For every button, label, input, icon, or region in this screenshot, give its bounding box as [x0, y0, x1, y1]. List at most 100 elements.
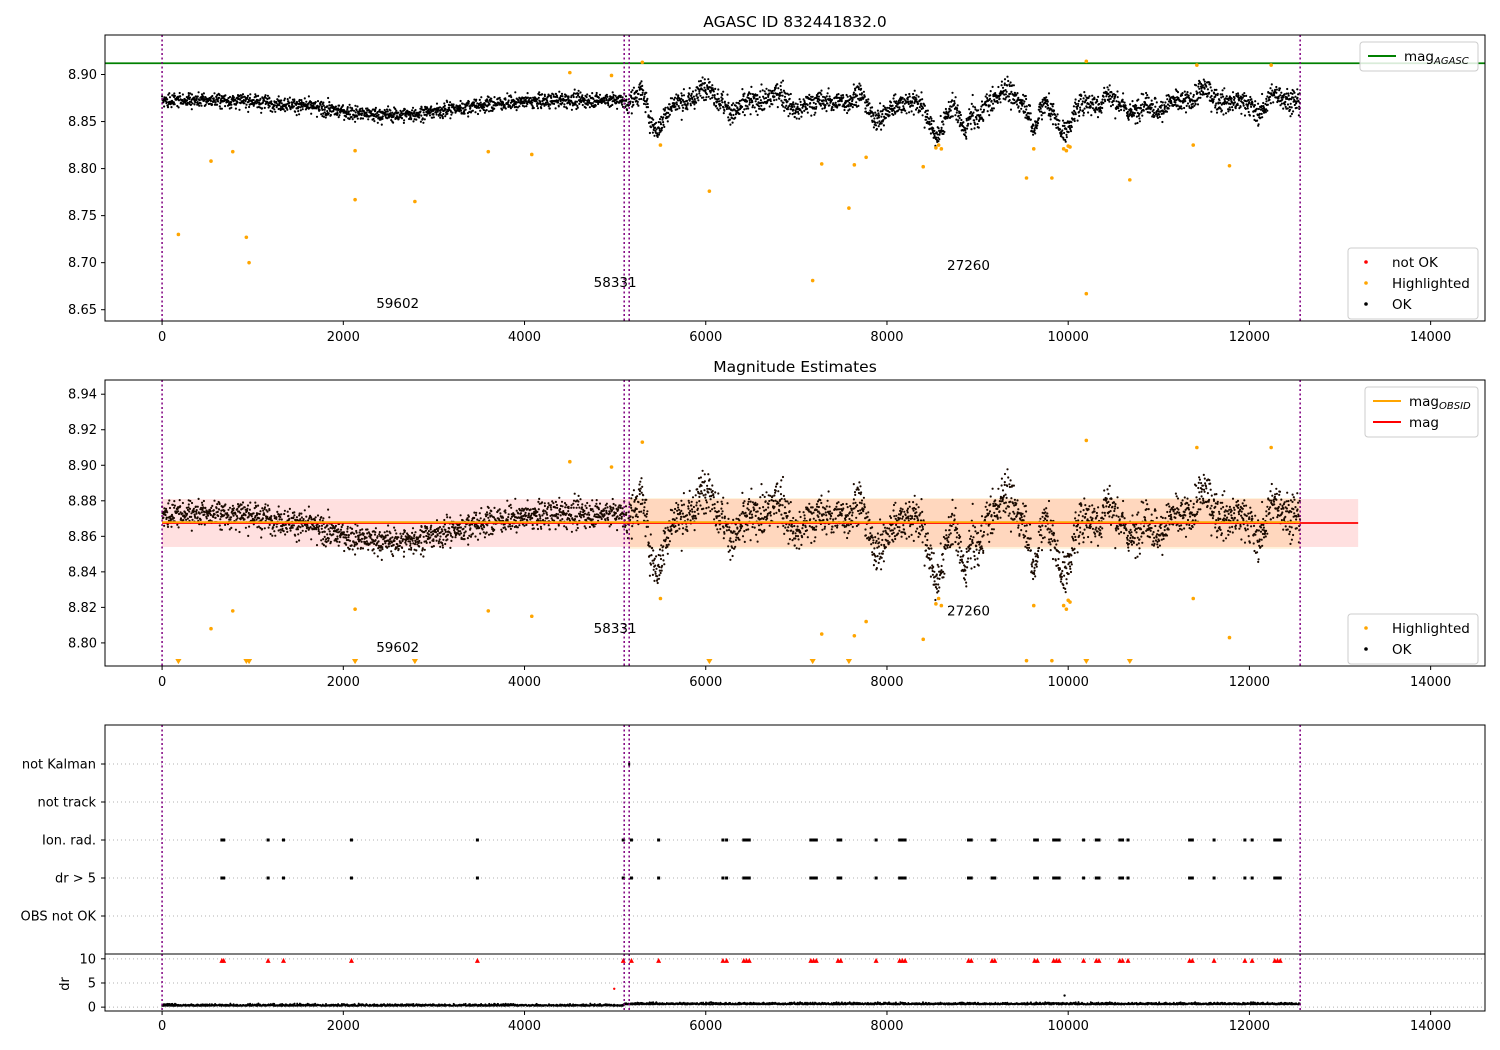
x-tick-label: 10000 [1048, 1019, 1089, 1034]
flag-event-marker [874, 838, 878, 842]
flag-event-marker [898, 876, 902, 880]
highlighted-point [1050, 658, 1054, 663]
flag-event-marker [628, 762, 631, 766]
dr-offscale-marker [1056, 957, 1062, 963]
highlighted-point [921, 637, 926, 642]
flag-event-marker [1212, 876, 1216, 880]
flag-event-marker [282, 876, 286, 880]
flag-event-marker [1212, 838, 1216, 842]
flag-event-marker [990, 876, 994, 880]
flag-event-marker [349, 876, 353, 880]
x-tick-label: 12000 [1229, 1019, 1270, 1034]
highlighted-point [1066, 598, 1070, 603]
dr-offscale-marker [628, 957, 634, 963]
highlighted-point [1061, 603, 1066, 608]
flag-event-marker [993, 876, 997, 880]
legend-marker-swatch [1364, 626, 1368, 630]
highlighted-point [864, 155, 868, 160]
highlighted-point [939, 147, 944, 151]
highlighted-point [529, 152, 534, 157]
flag-event-marker [1243, 876, 1247, 880]
dr-offscale-marker [620, 957, 626, 963]
legend-label: OK [1392, 297, 1413, 313]
legend-label: mag [1409, 415, 1439, 431]
legend-label: not OK [1392, 255, 1439, 271]
x-tick-label: 6000 [689, 1019, 722, 1034]
flag-event-marker [657, 838, 661, 842]
highlighted-points-series [176, 59, 1273, 296]
highlighted-point [810, 278, 815, 283]
x-tick-label: 8000 [870, 1019, 903, 1034]
flag-event-marker [721, 876, 725, 880]
highlighted-point-offscale [809, 659, 816, 664]
panel-dr: 0 5 10 0 2000 4000 6000 8000 10000 12000 14000 dr [58, 952, 1486, 1034]
dr-offscale-marker [1189, 957, 1195, 963]
dr-offscale-marker [1125, 957, 1131, 963]
obsid-annotation: 27260 [947, 258, 990, 274]
y-tick-label: 8.86 [68, 530, 97, 545]
legend-box [1364, 386, 1479, 438]
flag-event-marker [839, 838, 843, 842]
flag-event-marker [621, 876, 625, 880]
highlighted-point [413, 199, 417, 204]
highlighted-point [353, 197, 357, 202]
y-tick-label: 8.65 [68, 303, 97, 318]
highlighted-point [847, 206, 851, 210]
highlighted-point [486, 149, 491, 154]
highlighted-point [568, 70, 572, 75]
flag-event-marker [903, 876, 907, 880]
flag-event-marker [747, 838, 751, 842]
obsid-annotation: 59602 [376, 296, 419, 312]
highlighted-point [1024, 658, 1029, 663]
highlighted-point [852, 634, 857, 638]
highlighted-point [936, 143, 941, 147]
flag-event-marker [993, 838, 997, 842]
dr-y-tick-label: 10 [79, 952, 96, 967]
highlighted-point [1195, 445, 1199, 450]
y-tick-label: 8.75 [68, 209, 97, 224]
x-tick-label: 2000 [327, 1019, 360, 1034]
legend-marker-swatch [1364, 302, 1368, 306]
dr-point [161, 1001, 1301, 1007]
highlighted-point [939, 603, 944, 608]
obsid-annotation: 27260 [947, 603, 990, 619]
flag-label: Ion. rad. [42, 834, 96, 849]
x-tick-label: 2000 [327, 675, 360, 690]
flag-event-marker [839, 876, 843, 880]
flag-event-marker [1188, 876, 1192, 880]
highlighted-point [1084, 59, 1089, 64]
highlighted-point [176, 232, 181, 237]
highlighted-point-offscale [1083, 659, 1090, 664]
flag-event-marker [967, 876, 971, 880]
flag-label: not Kalman [22, 758, 96, 773]
highlighted-point [230, 609, 235, 613]
highlighted-point-offscale [411, 659, 418, 664]
highlighted-point [864, 619, 868, 624]
x-tick-label: 14000 [1410, 675, 1451, 690]
x-tick-label: 0 [158, 1019, 166, 1034]
flag-event-marker [657, 876, 661, 880]
flag-event-marker [1121, 876, 1125, 880]
highlighted-point [1084, 438, 1089, 443]
dr-y-tick-label: 0 [88, 1001, 96, 1016]
flag-event-marker [725, 876, 729, 880]
dr-offscale-marker [1277, 957, 1283, 963]
dr-offscale-marker [221, 957, 227, 963]
highlighted-point-offscale [246, 659, 253, 664]
x-tick-label: 10000 [1048, 675, 1089, 690]
x-tick-label: 12000 [1229, 330, 1270, 345]
flag-event-marker [1273, 838, 1277, 842]
highlighted-point [609, 465, 614, 469]
flag-event-marker [621, 838, 625, 842]
dr-offscale-marker [720, 957, 726, 963]
highlighted-point [209, 159, 213, 163]
y-tick-label: 8.80 [68, 162, 97, 177]
highlighted-point [1269, 445, 1273, 450]
highlighted-point [1024, 176, 1029, 180]
flag-event-marker [1118, 876, 1122, 880]
panel2-legend-bottom: Highlighted OK [1347, 613, 1479, 665]
highlighted-point [707, 189, 712, 193]
dr-offscale-marker [1096, 957, 1102, 963]
highlighted-point [658, 596, 663, 601]
